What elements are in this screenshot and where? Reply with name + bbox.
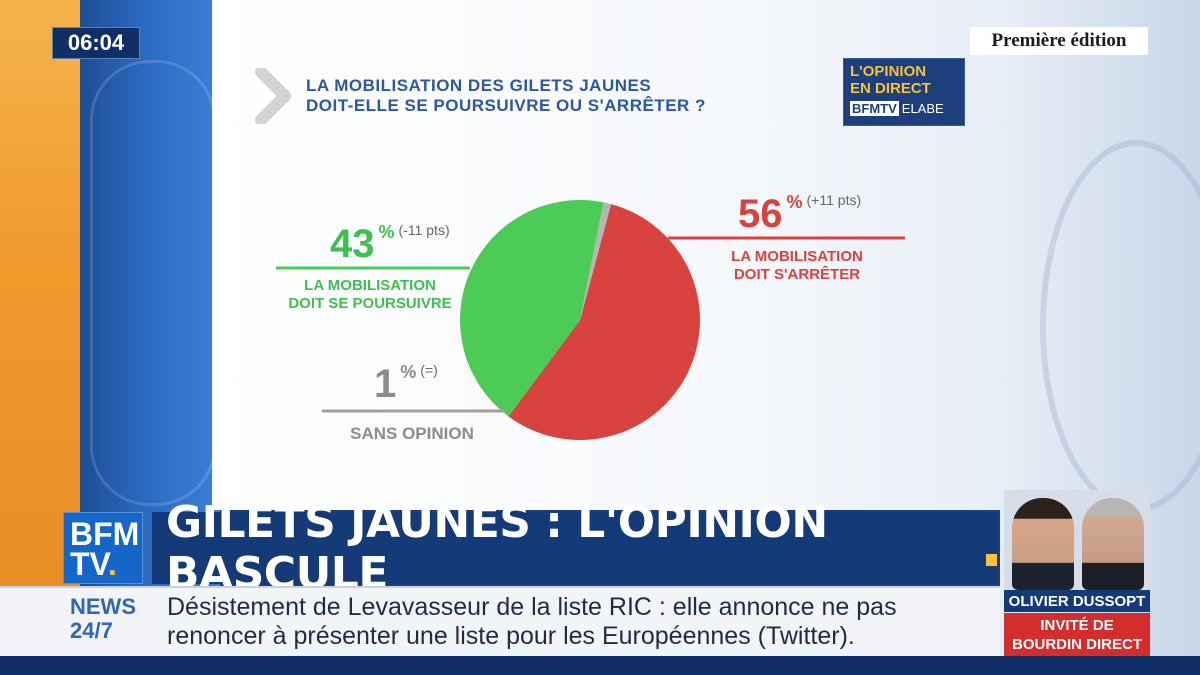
none-percentage: 1% (=)	[374, 362, 438, 407]
slice-continue	[460, 200, 604, 417]
ticker-text: Désistement de Levavasseur de la liste R…	[167, 593, 987, 651]
logo-line1: BFM	[70, 516, 140, 552]
guest-portrait-2	[1082, 498, 1144, 590]
news-ticker	[0, 586, 1000, 656]
stop-pct-symbol: %	[786, 192, 803, 212]
guest-portrait-1	[1012, 498, 1074, 590]
badge-line2: EN DIRECT	[850, 80, 931, 97]
badge-brand-elabe: ELABE	[901, 101, 944, 116]
poll-question: LA MOBILISATION DES GILETS JAUNES DOIT-E…	[306, 76, 836, 116]
slice-no-opinion	[580, 202, 612, 320]
continue-value: 43	[330, 222, 375, 266]
guest-show-line2: BOURDIN DIRECT	[1012, 636, 1142, 653]
poll-question-line2: DOIT-ELLE SE POURSUIVRE OU S'ARRÊTER ?	[306, 96, 706, 115]
edition-label: Première édition	[970, 27, 1148, 55]
guest-show-label: INVITÉ DE BOURDIN DIRECT	[1004, 613, 1150, 657]
bottom-strip	[0, 656, 1200, 675]
slice-stop	[508, 204, 700, 440]
guest-show-line1: INVITÉ DE	[1040, 617, 1114, 634]
none-label-line1: SANS OPINION	[350, 424, 474, 443]
badge-line1: L'OPINION	[850, 63, 927, 80]
continue-label: LA MOBILISATION DOIT SE POURSUIVRE	[270, 277, 470, 313]
stop-label-line1: LA MOBILISATION	[731, 248, 863, 265]
ticker-line2: renoncer à présenter une liste pour les …	[167, 622, 855, 650]
continue-pct-symbol: %	[378, 222, 395, 242]
guest-name: OLIVIER DUSSOPT	[1004, 590, 1150, 612]
headline-text: GILETS JAUNES : L'OPINION BASCULE	[166, 497, 828, 599]
none-value: 1	[374, 362, 397, 406]
none-change: (=)	[420, 362, 438, 378]
news-24-7-label: NEWS 24/7	[70, 595, 136, 643]
continue-change: (-11 pts)	[398, 222, 450, 238]
logo-line2: TV	[70, 546, 108, 582]
continue-label-line2: DOIT SE POURSUIVRE	[288, 295, 452, 312]
bfmtv-logo: BFM TV.	[63, 512, 143, 584]
logo-dot-icon: .	[107, 546, 117, 582]
poll-question-line1: LA MOBILISATION DES GILETS JAUNES	[306, 76, 652, 95]
none-label: SANS OPINION	[322, 425, 502, 443]
stop-label: LA MOBILISATION DOIT S'ARRÊTER	[712, 248, 882, 284]
badge-brand-bfmtv: BFMTV	[850, 101, 899, 116]
continue-percentage: 43% (-11 pts)	[330, 222, 450, 267]
stop-percentage: 56% (+11 pts)	[738, 192, 861, 237]
stop-change: (+11 pts)	[806, 192, 862, 208]
none-pct-symbol: %	[400, 362, 417, 382]
stop-label-line2: DOIT S'ARRÊTER	[733, 266, 861, 283]
news-line2: 24/7	[70, 618, 113, 643]
headline-banner: GILETS JAUNES : L'OPINION BASCULE	[152, 497, 997, 599]
news-line1: NEWS	[70, 594, 136, 619]
opinion-badge: L'OPINION EN DIRECT BFMTV ELABE	[843, 58, 965, 126]
stop-value: 56	[738, 192, 783, 236]
clock: 06:04	[52, 27, 140, 59]
chevron-right-icon	[255, 68, 291, 124]
square-icon	[986, 554, 997, 566]
continue-label-line1: LA MOBILISATION	[304, 277, 436, 294]
guest-photo	[1004, 490, 1150, 590]
ticker-line1: Désistement de Levavasseur de la liste R…	[167, 593, 897, 621]
